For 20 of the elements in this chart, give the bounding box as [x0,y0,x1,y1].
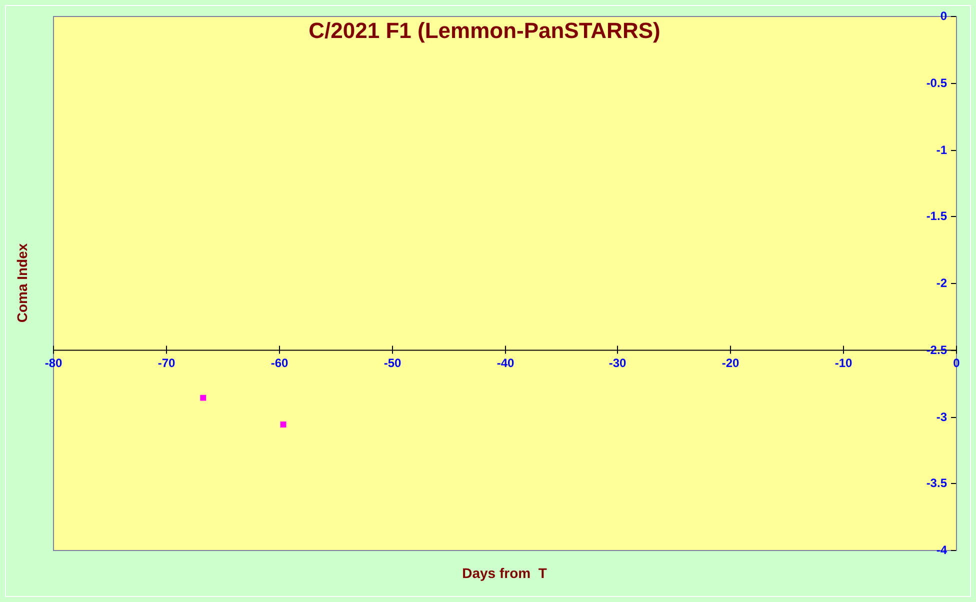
x-tick-label: -30 [608,356,626,370]
chart-title: C/2021 F1 (Lemmon-PanSTARRS) [308,18,660,44]
y-tick-label: -3.5 [926,476,948,490]
y-tick-label: -3 [936,410,948,424]
x-tick-label: 0 [953,356,960,370]
y-tick-label: -1.5 [926,208,948,223]
x-axis-title: Days from T [462,564,548,581]
y-axis-title: Coma Index [14,243,30,323]
y-tick-label: -1 [936,142,948,157]
y-tick-label: -2 [936,276,948,290]
x-tick-label: -50 [384,356,402,370]
x-tick-label: -20 [722,356,740,370]
x-tick-label: -40 [496,356,514,370]
y-tick-label: -4 [936,542,948,557]
y-tick-label: 0 [940,8,948,23]
x-tick-label: -80 [44,356,62,370]
x-tick-label: -10 [834,356,852,370]
x-tick-label: -70 [158,356,176,370]
y-tick-label: -0.5 [926,76,948,90]
x-tick-label: -60 [270,356,288,370]
